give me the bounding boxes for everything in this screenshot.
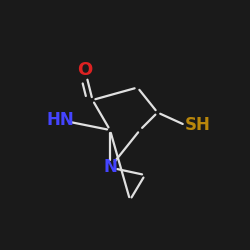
Text: HN: HN [46, 111, 74, 129]
Text: O: O [78, 61, 92, 79]
Text: N: N [103, 158, 117, 176]
Text: SH: SH [185, 116, 211, 134]
